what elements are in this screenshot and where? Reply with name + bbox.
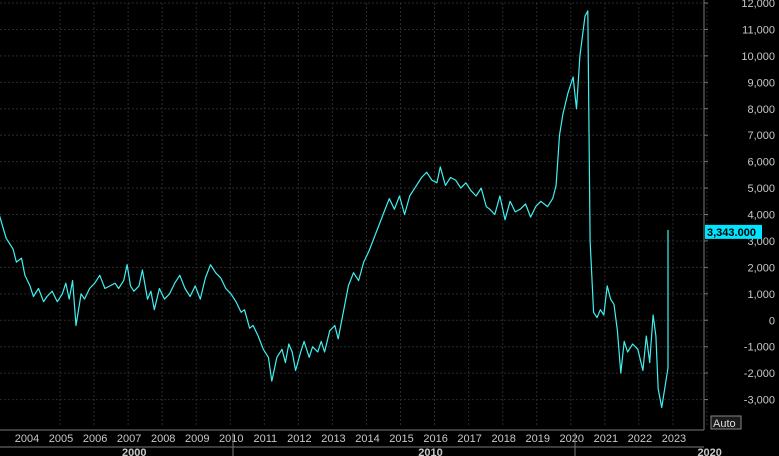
decade-label: 2000 (122, 447, 146, 456)
decade-label: 2010 (418, 447, 442, 456)
x-tick-label: 2013 (321, 433, 345, 445)
y-tick-label: 6,000 (747, 157, 775, 169)
y-tick-label: 7,000 (747, 130, 775, 142)
x-tick-label: 2012 (287, 433, 311, 445)
x-tick-label: 2016 (423, 433, 447, 445)
x-tick-label: 2009 (185, 433, 209, 445)
x-tick-label: 2007 (117, 433, 141, 445)
x-tick-label: 2019 (526, 433, 550, 445)
y-tick-label: -3,000 (744, 395, 775, 407)
y-tick-label: 9,000 (747, 77, 775, 89)
auto-scale-button[interactable]: Auto (710, 415, 742, 430)
y-tick-label: 5,000 (747, 183, 775, 195)
x-tick-label: 2018 (491, 433, 515, 445)
y-tick-label: 3,000 (747, 236, 775, 248)
series-line (0, 10, 669, 409)
auto-button-frame[interactable] (710, 415, 742, 430)
x-tick-label: 2006 (83, 433, 107, 445)
y-tick-label: 12,000 (741, 0, 775, 10)
last-value-badge: 3,343.000 (705, 224, 762, 239)
decade-label: 2020 (697, 447, 721, 456)
y-tick-label: -2,000 (744, 368, 775, 380)
y-axis: 12,000 11,000 10,000 9,000 8,000 7,000 6,000 5,… (703, 0, 775, 430)
last-value-badge-bg (705, 224, 762, 239)
y-tick-label: 2,000 (747, 262, 775, 274)
y-tick-label: -1,000 (744, 342, 775, 354)
y-tick-label: 8,000 (747, 104, 775, 116)
y-tick-label: 10,000 (741, 51, 775, 63)
grid (0, 2, 708, 426)
x-tick-label: 2014 (355, 433, 379, 445)
x-tick-label: 2020 (560, 433, 584, 445)
x-tick-label: 2005 (49, 433, 73, 445)
auto-button-label[interactable]: Auto (713, 418, 736, 430)
x-tick-label: 2008 (151, 433, 175, 445)
x-tick-label: 2017 (457, 433, 481, 445)
y-tick-label: 0 (769, 315, 775, 327)
x-tick-label: 2015 (389, 433, 413, 445)
x-tick-label: 2010 (219, 433, 243, 445)
x-tick-label: 2011 (254, 433, 278, 445)
x-axis: 2004 2005 2006 2007 2008 2009 2010 2011 2012 2013… (0, 429, 722, 456)
x-tick-label: 2023 (662, 433, 686, 445)
x-tick-label: 2004 (15, 433, 39, 445)
x-tick-label: 2021 (594, 433, 618, 445)
series-group (0, 10, 669, 409)
x-tick-label: 2022 (628, 433, 652, 445)
y-tick-label: 11,000 (742, 24, 775, 36)
last-value-label: 3,343.000 (707, 227, 756, 239)
y-tick-label: 1,000 (747, 289, 775, 301)
y-tick-label: 4,000 (747, 210, 775, 222)
